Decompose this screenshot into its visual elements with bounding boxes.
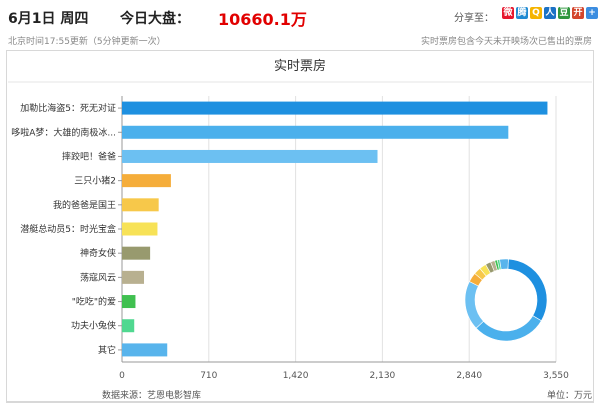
bar[interactable] <box>122 246 151 260</box>
douban-icon[interactable]: 豆 <box>558 7 570 19</box>
tick-labels: 0 710 1,420 2,130 2,840 3,550 <box>119 371 569 381</box>
category-label: 加勒比海盗5：死无对证 <box>20 102 116 114</box>
data-source: 数据来源：艺恩电影智库 <box>102 389 201 401</box>
category-label: "吃吃"的爱 <box>72 296 116 308</box>
share-label: 分享至： <box>454 13 494 24</box>
renren-icon[interactable]: 人 <box>544 7 556 19</box>
category-label: 功夫小兔侠 <box>71 320 116 332</box>
x-tick-label: 2,130 <box>370 371 396 381</box>
x-tick-label: 0 <box>119 371 125 381</box>
total-box-office-value: 10660.1万 <box>218 10 307 29</box>
more-icon[interactable]: + <box>586 7 598 19</box>
bar[interactable] <box>122 198 159 212</box>
x-tick-label: 3,550 <box>543 371 569 381</box>
donut-slice[interactable] <box>499 258 509 270</box>
chart-title: 实时票房 <box>274 58 326 74</box>
category-label: 摔跤吧！爸爸 <box>62 150 116 162</box>
donut-slice[interactable] <box>475 315 542 342</box>
bar[interactable] <box>122 295 136 309</box>
bar[interactable] <box>122 101 548 115</box>
bars <box>118 101 548 357</box>
category-label: 其它 <box>98 344 116 356</box>
donut-slice[interactable] <box>507 258 548 322</box>
x-tick-label: 2,840 <box>456 371 482 381</box>
bar[interactable] <box>122 319 135 333</box>
header: 6月1日 周四 今日大盘： 10660.1万 分享至： 微腾 Q 人豆开 + 北京时间… <box>0 0 600 50</box>
update-time: 北京时间17:55更新（5分钟更新一次） <box>8 37 166 47</box>
share-icons: 微腾 Q 人豆开 + <box>502 7 598 19</box>
bar[interactable] <box>122 222 158 236</box>
bar[interactable] <box>122 125 509 139</box>
tencent-weibo-icon[interactable]: 腾 <box>516 7 528 19</box>
x-tick-label: 1,420 <box>283 371 309 381</box>
category-label: 神奇女侠 <box>80 247 116 259</box>
donut-chart <box>464 258 548 342</box>
bar[interactable] <box>122 149 378 163</box>
bar[interactable] <box>122 343 168 357</box>
category-label: 荡寇风云 <box>80 271 116 283</box>
qzone-icon[interactable]: Q <box>530 7 542 19</box>
donut-slice[interactable] <box>464 281 484 329</box>
box-office-note: 实时票房包含今天未开映场次已售出的票房 <box>420 37 592 47</box>
bar[interactable] <box>122 270 145 284</box>
category-label: 我的爸爸是国王 <box>53 199 116 211</box>
category-label: 三只小猪2 <box>74 175 116 187</box>
x-tick-label: 710 <box>200 371 217 381</box>
footer-divider <box>6 402 594 403</box>
total-box-office-label: 今日大盘： <box>120 11 190 27</box>
category-label: 哆啦A梦：大雄的南极冰... <box>11 126 116 138</box>
bar[interactable] <box>122 174 171 188</box>
kaixin-icon[interactable]: 开 <box>572 7 584 19</box>
unit-label: 单位：万元 <box>547 389 592 401</box>
category-label: 潜艇总动员5：时光宝盒 <box>20 223 116 235</box>
date-label: 6月1日 周四 <box>8 11 89 27</box>
weibo-icon[interactable]: 微 <box>502 7 514 19</box>
